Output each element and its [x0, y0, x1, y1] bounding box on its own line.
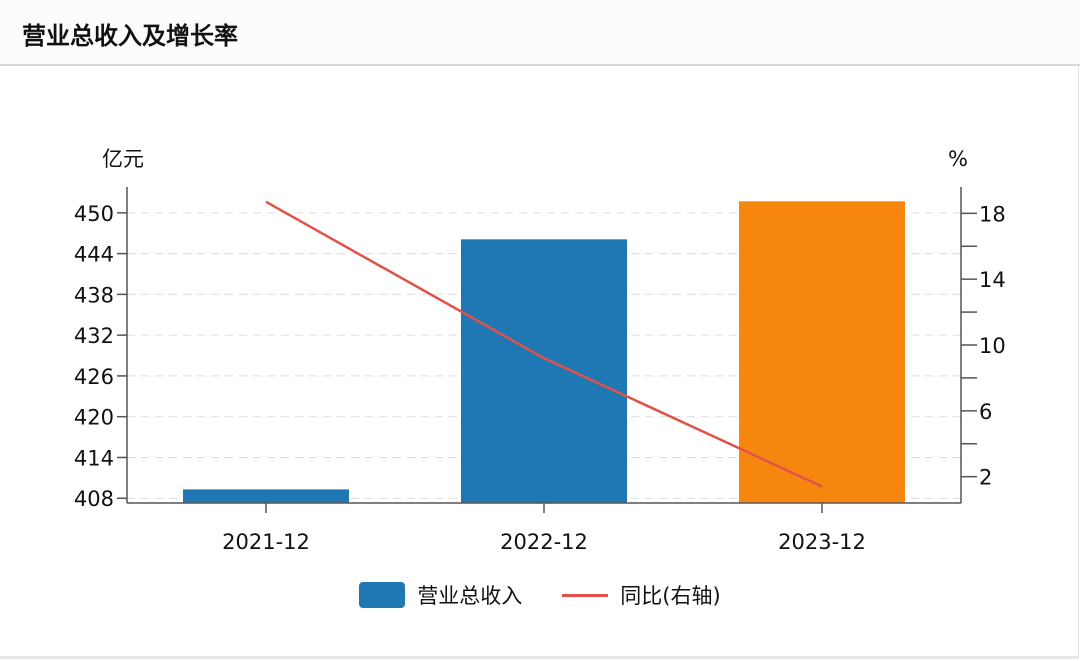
legend: 营业总收入 同比(右轴) [0, 580, 1080, 610]
chart-frame [0, 66, 1079, 659]
left-tick-label: 438 [74, 283, 114, 307]
right-tick-label: 2 [979, 466, 992, 490]
legend-label-revenue: 营业总收入 [417, 584, 523, 608]
legend-swatch-yoy [562, 593, 609, 597]
left-tick-label: 420 [74, 406, 114, 430]
bar-2023-12 [739, 201, 905, 503]
left-tick-label: 408 [74, 487, 114, 511]
left-tick-label: 426 [74, 365, 114, 389]
left-tick-label: 450 [74, 202, 114, 226]
x-tick-label: 2023-12 [778, 530, 866, 554]
left-tick-label: 432 [74, 324, 114, 348]
legend-swatch-revenue [359, 582, 406, 608]
right-tick-label: 14 [979, 268, 1006, 292]
bar-2021-12 [183, 489, 349, 503]
right-tick-label: 18 [979, 202, 1006, 226]
left-tick-label: 414 [74, 446, 114, 470]
right-tick-label: 10 [979, 334, 1006, 358]
chart-header: 营业总收入及增长率 [0, 0, 1080, 66]
right-axis-unit: % [948, 147, 968, 171]
x-tick-label: 2021-12 [222, 530, 310, 554]
right-tick-label: 6 [979, 400, 992, 424]
x-tick-label: 2022-12 [500, 530, 588, 554]
left-tick-label: 444 [74, 243, 114, 267]
legend-item-yoy[interactable]: 同比(右轴) [562, 580, 721, 610]
legend-label-yoy: 同比(右轴) [620, 584, 721, 608]
left-axis-unit: 亿元 [102, 147, 144, 171]
legend-item-revenue[interactable]: 营业总收入 [359, 580, 522, 610]
chart-title: 营业总收入及增长率 [22, 22, 238, 50]
bar-2022-12 [461, 239, 627, 503]
